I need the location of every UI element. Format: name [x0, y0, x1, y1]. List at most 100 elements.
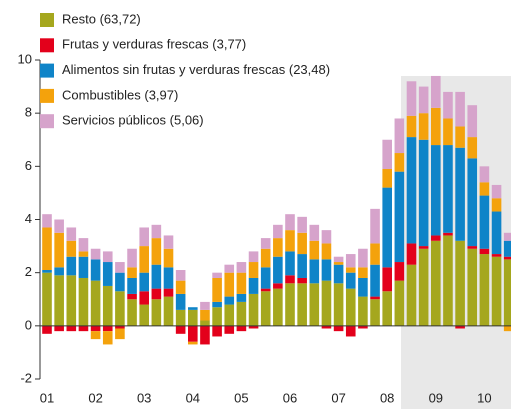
bar-segment — [139, 227, 149, 247]
bar-segment — [406, 137, 417, 244]
bar-segment — [212, 277, 222, 302]
bar-segment — [321, 230, 332, 244]
bar-segment — [224, 264, 235, 273]
bar-segment — [309, 240, 320, 260]
bar-segment — [418, 86, 429, 114]
bar-segment — [66, 256, 77, 276]
bar-segment — [467, 137, 478, 159]
bar-segment — [115, 291, 125, 326]
bar-segment — [394, 118, 405, 154]
legend-label: Resto (63,72) — [62, 11, 141, 26]
bar-segment — [455, 325, 465, 329]
bar-segment — [345, 325, 356, 337]
bar-segment — [42, 272, 52, 326]
bar-segment — [406, 243, 417, 265]
bar-segment — [285, 275, 295, 284]
bar-segment — [406, 81, 417, 116]
bar-segment — [479, 182, 490, 196]
legend-swatch — [40, 114, 54, 129]
bar-segment — [260, 291, 271, 326]
bar-segment — [297, 216, 307, 233]
bar-segment — [212, 325, 222, 337]
legend-label: Alimentos sin frutas y verduras frescas … — [62, 62, 330, 77]
bar-segment — [42, 270, 52, 273]
y-tick-label: 2 — [25, 264, 32, 279]
bar-segment — [431, 107, 441, 146]
bar-segment — [139, 246, 149, 273]
x-tick-label: 10 — [477, 390, 491, 405]
bar-segment — [333, 262, 344, 265]
bar-segment — [321, 243, 332, 260]
bar-segment — [236, 293, 247, 302]
bar-segment — [382, 187, 392, 268]
bar-segment — [333, 283, 344, 326]
bar-segment — [418, 139, 429, 247]
bar-segment — [163, 296, 174, 326]
bar-segment — [248, 262, 259, 278]
x-tick-label: 07 — [331, 390, 345, 405]
bar-segment — [102, 262, 113, 286]
bar-segment — [418, 113, 429, 140]
bar-segment — [455, 147, 465, 241]
bar-segment — [503, 232, 511, 241]
bar-segment — [78, 277, 89, 326]
bar-segment — [163, 267, 174, 289]
bar-segment — [333, 264, 344, 284]
bar-segment — [248, 277, 259, 294]
bar-segment — [200, 309, 210, 321]
bar-segment — [163, 235, 174, 249]
bar-segment — [163, 288, 174, 297]
y-tick-label: 10 — [18, 51, 32, 66]
bar-segment — [321, 325, 332, 329]
bar-segment — [309, 283, 320, 326]
bar-segment — [78, 325, 89, 332]
bar-segment — [382, 267, 392, 292]
bar-segment — [394, 171, 405, 263]
bar-segment — [443, 235, 453, 326]
bar-segment — [358, 248, 368, 268]
bar-segment — [90, 259, 101, 281]
bar-segment — [115, 328, 125, 340]
bar-segment — [443, 145, 453, 233]
bar-segment — [200, 320, 210, 326]
bar-segment — [151, 288, 162, 300]
bar-segment — [175, 270, 186, 281]
legend-label: Frutas y verduras frescas (3,77) — [62, 37, 246, 52]
bar-segment — [467, 248, 478, 326]
bar-segment — [115, 262, 125, 273]
bar-segment — [54, 232, 64, 268]
bar-segment — [491, 211, 502, 255]
bar-segment — [260, 288, 271, 292]
bar-segment — [345, 288, 356, 326]
bar-segment — [127, 293, 137, 300]
bar-segment — [224, 296, 235, 305]
bar-segment — [66, 227, 77, 241]
bar-segment — [115, 325, 125, 329]
bar-segment — [382, 291, 392, 326]
bar-segment — [260, 238, 271, 249]
bar-segment — [394, 280, 405, 326]
bar-segment — [382, 139, 392, 169]
bar-segment — [54, 267, 64, 276]
bar-segment — [370, 208, 380, 244]
bar-segment — [90, 325, 101, 332]
bar-segment — [455, 91, 465, 127]
bar-segment — [285, 230, 295, 252]
bar-segment — [151, 238, 162, 265]
bar-segment — [503, 259, 511, 326]
bar-segment — [212, 301, 222, 308]
legend-swatch — [40, 88, 54, 103]
bar-segment — [370, 296, 380, 300]
y-tick-label: 4 — [25, 211, 32, 226]
bar-segment — [236, 325, 247, 332]
bar-segment — [78, 256, 89, 278]
bar-segment — [102, 325, 113, 332]
x-tick-label: 08 — [380, 390, 394, 405]
x-tick-label: 02 — [88, 390, 102, 405]
bar-segment — [224, 272, 235, 297]
bar-segment — [175, 309, 186, 326]
bar-segment — [491, 198, 502, 212]
bar-segment — [115, 272, 125, 292]
bar-segment — [333, 325, 344, 332]
bar-segment — [479, 166, 490, 183]
